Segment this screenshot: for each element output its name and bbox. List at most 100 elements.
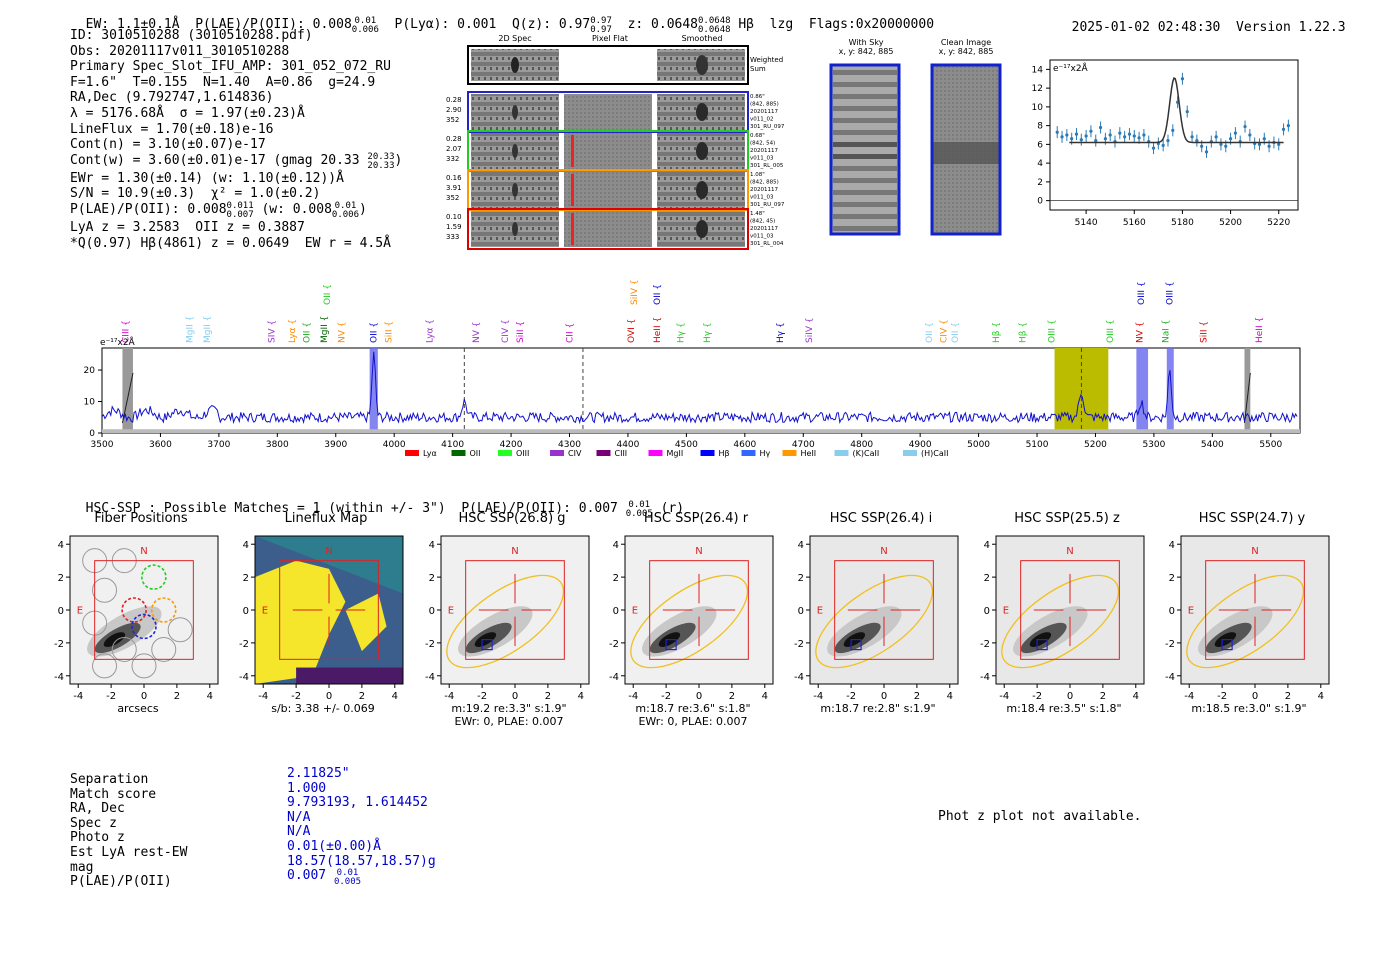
spectrum-legend-swatch	[741, 450, 756, 456]
weighted-label-2: Sum	[750, 65, 766, 73]
hsc-ytick-label: -2	[425, 639, 435, 650]
col-pixelflat: Pixel Flat	[592, 34, 628, 43]
col-2dspec: 2D Spec	[498, 34, 531, 43]
fit-point	[1277, 142, 1281, 146]
hsc-xtick-label: -2	[661, 691, 671, 702]
hsc-xtick-label: 2	[359, 691, 365, 702]
hsc-ytick-label: -4	[239, 672, 249, 683]
fiber-circle	[111, 636, 137, 662]
hsc-panel: HSC SSP(25.5) z N E -4 -4 -2 -2 0 0 2 2 4 4 m:18.4 re…	[974, 511, 1164, 715]
stamp-left-note: 352	[446, 116, 459, 124]
stamp-right-note: 301_RL_005	[750, 163, 784, 169]
hsc-ytick-label: -4	[980, 672, 990, 683]
spectrum-line-label: HeII {	[653, 317, 663, 343]
hsc-xtick-label: 2	[545, 691, 551, 702]
match-marker	[850, 638, 862, 651]
stamp-flat	[564, 172, 652, 208]
sky-band	[833, 82, 897, 87]
hsc-ytick-label: 2	[798, 573, 804, 584]
aperture-ellipse	[630, 574, 749, 669]
spectrum-legend-swatch	[834, 450, 849, 456]
fit-point	[1195, 139, 1199, 143]
hsc-panel-sub: m:18.7 re:3.6" s:1.8" EWr: 0, PLAE: 0.007	[603, 702, 783, 728]
hsc-panel-sub: arcsecs	[48, 702, 228, 715]
sky-band	[833, 106, 897, 111]
hsc-ytick-label: 0	[984, 606, 990, 617]
hsc-ytick-label: -2	[54, 639, 64, 650]
hsc-xtick-label: 4	[1318, 691, 1324, 702]
hsc-xtick-label: 2	[174, 691, 180, 702]
fit-point	[1219, 142, 1223, 146]
fit-point	[1089, 129, 1093, 133]
info-plae-w-up: 0.01	[334, 200, 357, 211]
match-marker	[1036, 638, 1048, 651]
info-ewr: EWr = 1.30(±0.14) (w: 1.10(±0.12))Å	[70, 170, 344, 186]
hsc-xtick-label: 0	[1252, 691, 1258, 702]
search-box	[1205, 560, 1305, 660]
hsc-panel-plot: N E -4 -4 -2 -2 0 0 2 2 4 4	[794, 535, 959, 702]
cutout-images	[829, 63, 1002, 236]
stamp-right-note: (842, 885)	[750, 180, 779, 186]
fit-point	[1132, 134, 1136, 138]
hsc-panel-title: HSC SSP(24.7) y	[1198, 511, 1306, 526]
east-label: E	[1188, 605, 1194, 616]
spectrum-legend-label: CIV	[568, 449, 582, 458]
hsc-panel-sub1: m:18.7 re:2.8" s:1.9"	[820, 702, 936, 715]
header-qz-dn: 0.97	[590, 25, 612, 35]
stamp-left-note: 1.59	[446, 223, 462, 231]
hsc-ytick-label: -4	[425, 672, 435, 683]
spectrum-xtick-label: 5200	[1084, 440, 1107, 450]
spectrum-legend-label: MgII	[667, 449, 684, 458]
spectrum-xtick-label: 4400	[616, 440, 639, 450]
hsc-ytick-label: -4	[1165, 672, 1175, 683]
summary-label: Est LyA rest-EW	[70, 844, 188, 860]
hsc-xtick-label: 2	[1285, 691, 1291, 702]
stamp-left-note: 0.16	[446, 174, 462, 182]
hsc-ytick-label: 0	[798, 606, 804, 617]
info-obs: Obs: 20201117v011_3010510288	[70, 43, 290, 59]
fiber-circle	[92, 653, 118, 679]
hsc-ytick-label: 4	[1169, 540, 1175, 551]
with-sky-title: With Sky x, y: 842, 885	[828, 38, 904, 56]
hsc-ytick-label: 4	[243, 540, 249, 551]
stamp-right-note: 301_RU_097	[750, 202, 785, 208]
header-qz-up: 0.97	[590, 16, 612, 26]
hsc-ytick-label: 4	[429, 540, 435, 551]
summary-values: 2.11825" 1.000 9.793193, 1.614452 N/A N/A 0.0…	[287, 766, 436, 887]
hsc-panel-title: Lineflux Map	[284, 511, 368, 526]
summary-value: 18.57(18.57,18.57)g	[287, 853, 436, 869]
summary-label: Photo z	[70, 830, 125, 846]
header-version: Version 1.22.3	[1236, 20, 1346, 35]
stamp-right-note: (842, 885)	[750, 102, 779, 108]
spectrum-legend-label: Lyα	[423, 449, 437, 458]
hsc-xtick-label: -2	[846, 691, 856, 702]
stamp-flat	[564, 211, 652, 247]
spectrum-line-label: SiII {	[384, 321, 394, 343]
match-marker	[1221, 638, 1233, 651]
sky-band	[833, 202, 897, 207]
spectrum-highlight-band	[1136, 348, 1149, 433]
hsc-panel-sub: s/b: 3.38 +/- 0.069	[233, 702, 413, 715]
fit-point	[1151, 146, 1156, 150]
stamp-feature	[512, 183, 518, 197]
hsc-title: HSC-SSP : Possible Matches = 1 (within +…	[85, 501, 618, 516]
hsc-panel-plot: N E -4 -4 -2 -2 0 0 2 2 4 4	[54, 535, 219, 702]
hsc-panel-sub2: EWr: 0, PLAE: 0.007	[638, 715, 748, 728]
spectrum-line-label: CII {	[566, 323, 576, 343]
fit-scale: e⁻¹⁷x2Å	[1053, 62, 1089, 74]
fit-point	[1065, 133, 1069, 137]
fit-point	[1204, 150, 1209, 154]
fit-ytick-label: 10	[1032, 103, 1044, 113]
stamp-row: 0.10 1.59 333 1.48" (842, 45)20201117 v011_03…	[446, 208, 784, 250]
stamp-flat	[564, 133, 652, 169]
spectrum-line-label: NaI {	[1162, 320, 1172, 344]
fit-ytick-label: 0	[1037, 197, 1043, 207]
clean-image	[930, 63, 1002, 236]
summary-label: RA, Dec	[70, 801, 125, 817]
hsc-panel-sub: m:18.4 re:3.5" s:1.8"	[974, 702, 1154, 715]
hsc-ytick-label: -2	[1165, 639, 1175, 650]
fiber-circle	[131, 613, 157, 640]
hsc-panel-sub: m:18.5 re:3.0" s:1.9"	[1159, 702, 1339, 715]
hsc-ytick-label: 2	[984, 573, 990, 584]
spectrum-line-label: SIV {	[267, 320, 277, 343]
